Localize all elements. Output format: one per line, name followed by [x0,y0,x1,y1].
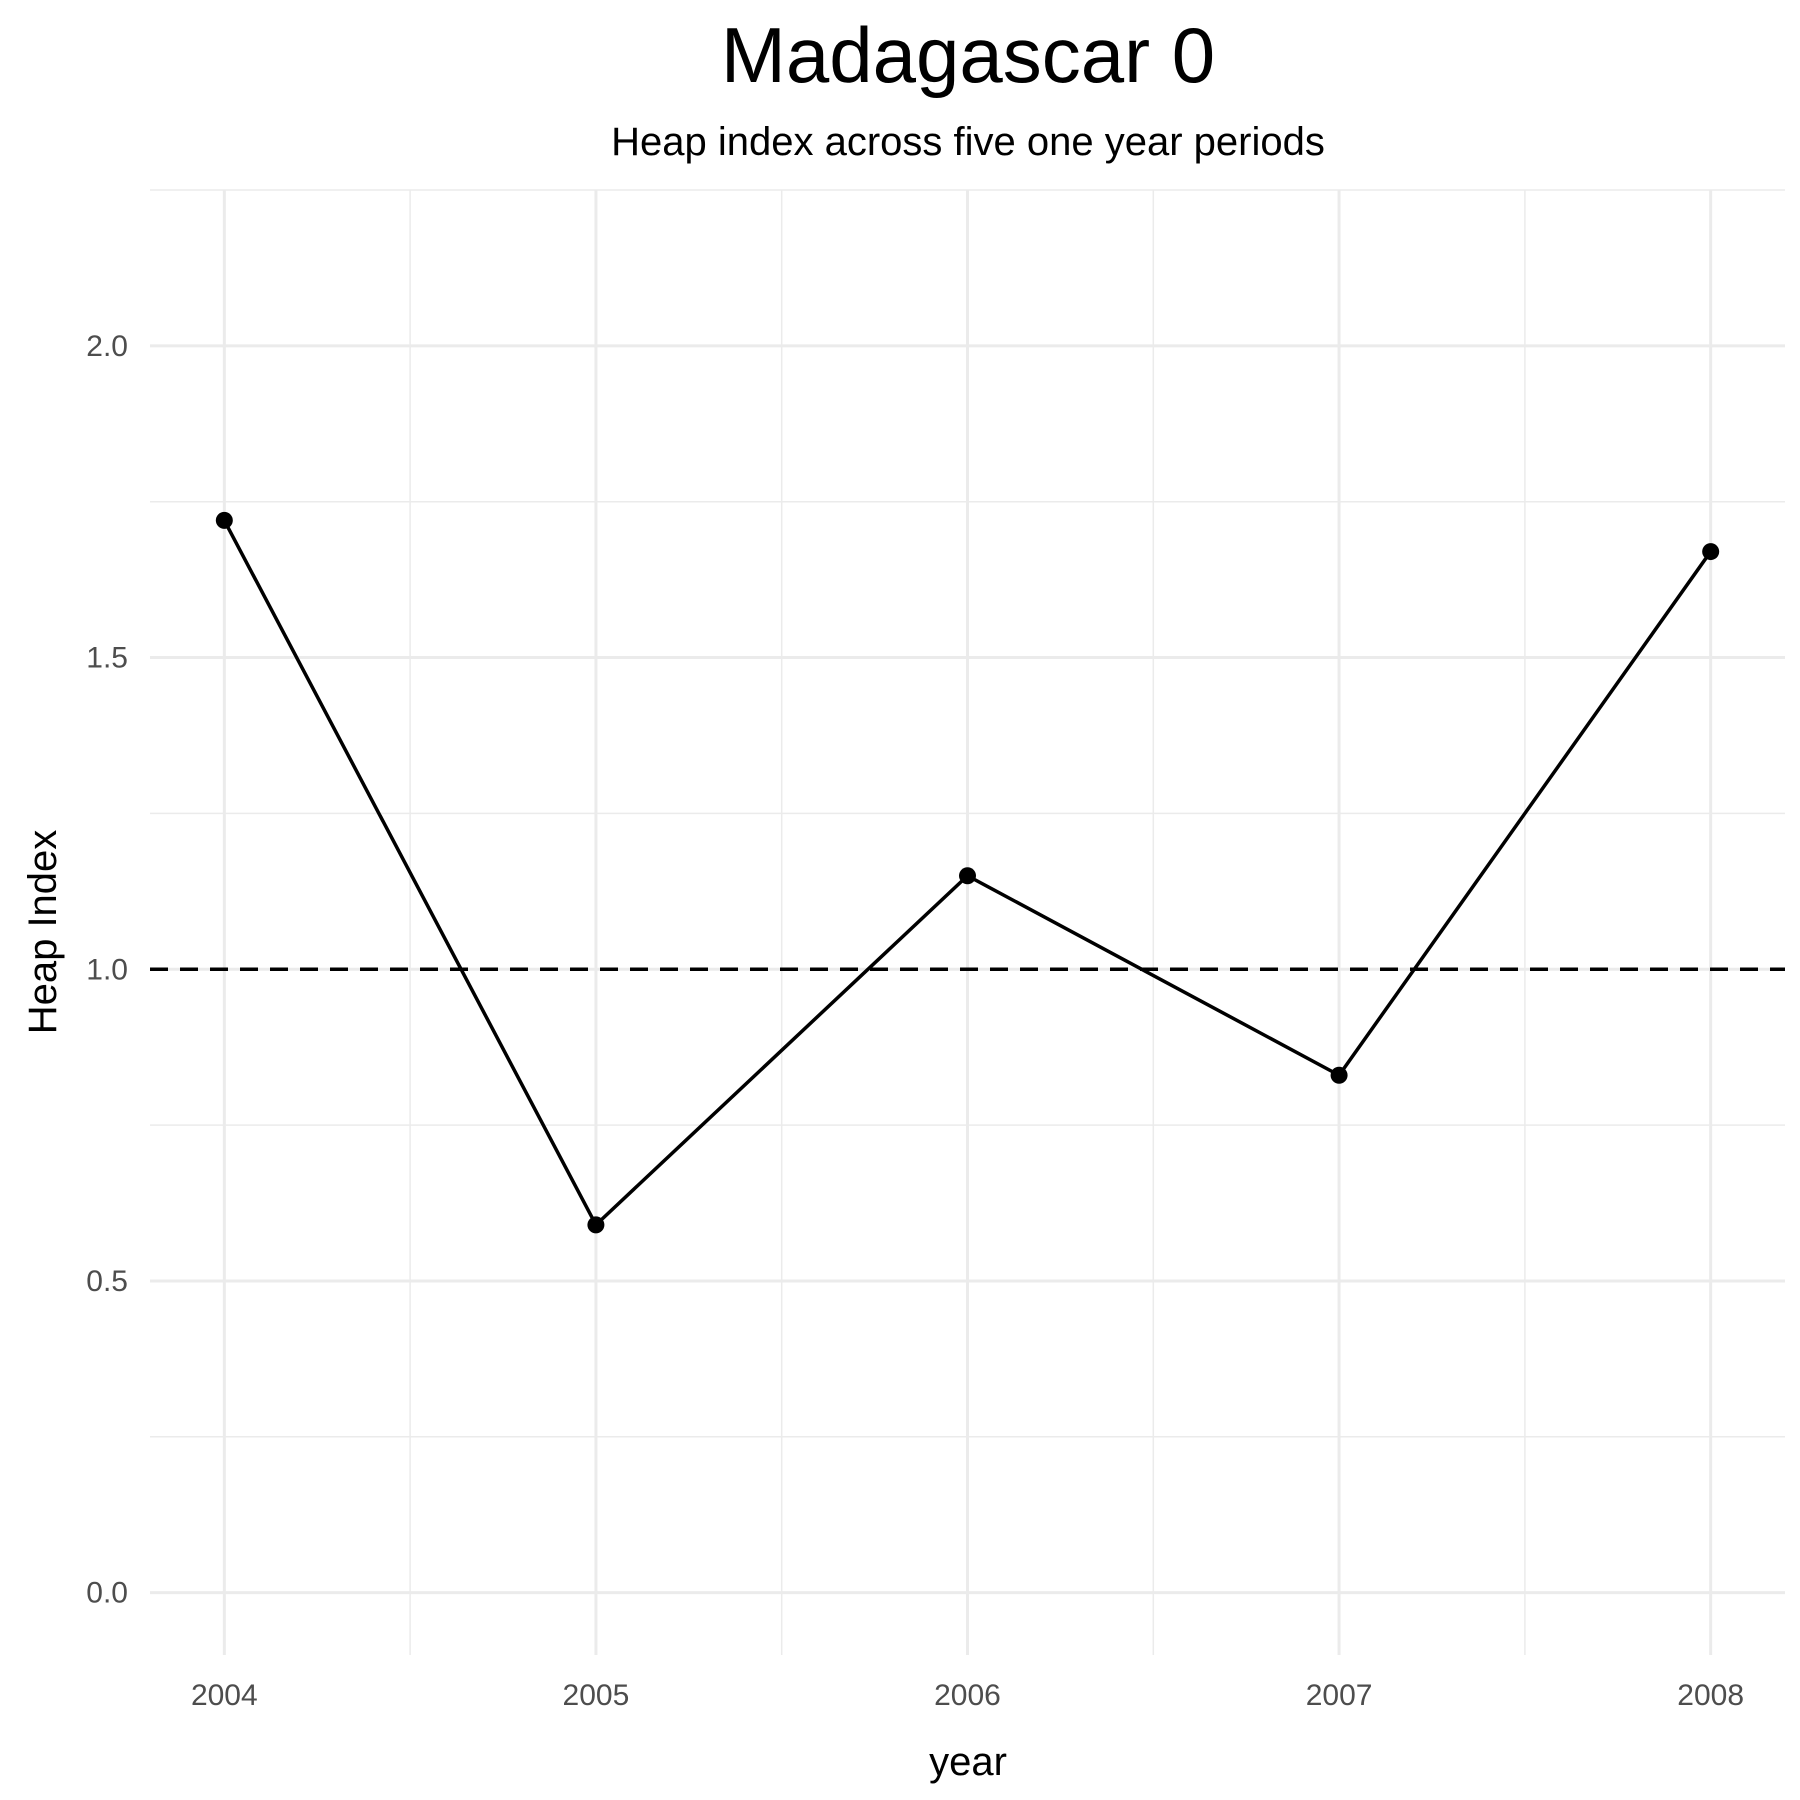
y-tick-label: 2.0 [86,330,128,363]
data-point [959,867,976,885]
y-tick-labels: 0.0 0.5 1.0 1.5 2.0 [86,330,128,1610]
x-tick-label: 2005 [563,1679,630,1712]
y-tick-label: 1.0 [86,953,128,986]
y-tick-label: 0.5 [86,1265,128,1298]
x-tick-label: 2004 [191,1679,258,1712]
y-tick-label: 0.0 [86,1577,128,1610]
data-point [215,511,233,529]
data-point [1330,1066,1348,1084]
grid-lines [150,189,1785,1655]
y-tick-label: 1.5 [86,642,128,675]
series-group [215,511,1720,1234]
x-tick-label: 2008 [1677,1679,1744,1712]
x-axis-title: year [929,1740,1007,1784]
data-point [587,1216,605,1234]
x-tick-labels: 2004 2005 2006 2007 2008 [191,1679,1744,1712]
x-tick-label: 2006 [934,1679,1001,1712]
chart-subtitle: Heap index across five one year periods [611,120,1325,164]
data-point [1702,543,1720,561]
x-tick-label: 2007 [1306,1679,1373,1712]
y-axis-title: Heap Index [21,830,65,1035]
chart-title: Madagascar 0 [721,11,1215,99]
